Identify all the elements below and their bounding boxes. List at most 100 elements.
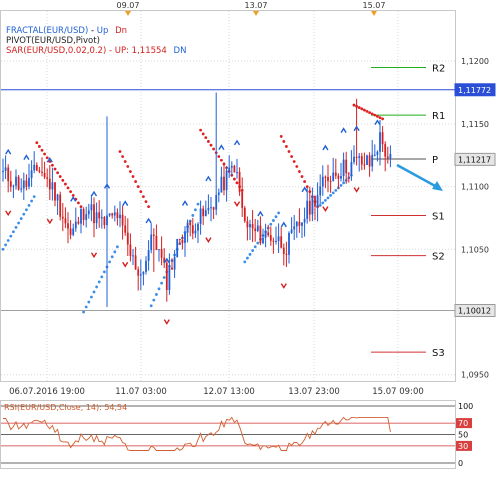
- candle-body: [340, 175, 342, 179]
- sar-dot-up: [95, 285, 98, 289]
- candle-body: [295, 221, 298, 227]
- candle-body: [251, 224, 254, 229]
- candle-body: [280, 236, 283, 248]
- sar-dot-down: [126, 165, 130, 168]
- sar-dot-down: [35, 141, 39, 145]
- candle-body: [288, 232, 290, 255]
- candle-body: [223, 176, 225, 191]
- candle-body: [12, 185, 15, 187]
- sar-dot-down: [295, 165, 299, 168]
- sar-dot-down: [373, 113, 377, 117]
- candle-body: [64, 218, 67, 224]
- candle-body: [155, 236, 158, 251]
- candle-body: [178, 238, 181, 240]
- candle-body: [363, 164, 366, 166]
- candle-body: [353, 156, 355, 163]
- fractal-up-icon: [218, 144, 225, 150]
- sar-dot-down: [290, 155, 293, 158]
- sar-dot-up: [17, 221, 20, 225]
- candle-body: [332, 172, 335, 182]
- sar-dot-down: [381, 117, 384, 121]
- candle-body: [347, 173, 350, 175]
- sar-dot-down: [235, 181, 239, 185]
- fractal-down-icon: [163, 319, 170, 325]
- fractal-up-icon: [145, 217, 152, 224]
- candle-body: [381, 132, 384, 145]
- candle-body: [100, 217, 103, 219]
- candle-body: [15, 176, 17, 186]
- fractal-down-icon: [322, 206, 329, 212]
- sar-dot-down: [118, 150, 122, 153]
- legend-sar-dn: DN: [173, 46, 187, 56]
- candle-body: [142, 271, 145, 275]
- candle-body: [254, 228, 257, 232]
- legend-fractal-sep: -: [88, 26, 97, 36]
- candle-body: [386, 156, 389, 159]
- sar-dot-up: [32, 195, 36, 199]
- candle-body: [334, 172, 337, 176]
- top-marker-icon: [125, 11, 131, 16]
- sar-dot-down: [61, 178, 65, 182]
- candle-body: [389, 153, 392, 159]
- sar-dot-up: [14, 225, 18, 229]
- candle-body: [147, 250, 150, 261]
- sar-dot-down: [136, 185, 140, 188]
- candle-body: [249, 224, 251, 228]
- sar-dot-up: [4, 243, 7, 247]
- candle-body: [95, 212, 98, 224]
- fractal-up-icon: [257, 210, 264, 217]
- legend-fractal-name: FRACTAL(EUR/USD): [6, 26, 89, 36]
- candle-body: [7, 167, 10, 182]
- sar-dot-down: [303, 180, 306, 183]
- candle-body: [199, 208, 202, 224]
- candle-body: [160, 249, 163, 258]
- sar-dot-up: [246, 256, 249, 260]
- sar-dot-up: [27, 204, 31, 207]
- candle-body: [321, 176, 324, 187]
- candle-body: [379, 132, 381, 152]
- candle-body: [337, 175, 340, 179]
- pivot-label-s1: S1: [432, 211, 445, 222]
- legend-pivot: PIVOT(EUR/USD,Pivot): [6, 36, 100, 46]
- fractal-up-icon: [301, 186, 308, 193]
- candle-body: [366, 155, 368, 165]
- fractal-up-icon: [5, 148, 12, 155]
- sar-dot-up: [269, 222, 273, 226]
- candle-body: [171, 267, 173, 270]
- sar-dot-down: [282, 140, 286, 143]
- candle-body: [259, 225, 262, 244]
- rsi-tick-label: 70: [458, 419, 468, 428]
- sar-dot-down: [378, 116, 382, 120]
- sar-dot-down: [66, 186, 70, 190]
- legend-sar: SAR(EUR/USD,0.02,0.2) - UP: 1,11554 DN: [6, 46, 186, 56]
- candle-body: [282, 247, 285, 254]
- fractal-up-icon: [374, 119, 381, 126]
- sar-dot-up: [342, 181, 345, 185]
- pivot-label-r1: R1: [432, 111, 445, 122]
- sar-dot-up: [160, 281, 164, 285]
- sar-dot-up: [324, 198, 327, 202]
- price-tag-box-pivot: [454, 152, 496, 166]
- candle-body: [22, 180, 25, 189]
- fractal-up-icon: [122, 200, 129, 206]
- fractal-up-icon: [181, 200, 189, 206]
- legend-fractal-up: Up: [96, 26, 109, 36]
- candle-body: [314, 195, 316, 207]
- sar-dot-down: [279, 135, 283, 138]
- fractal-up-icon: [23, 154, 30, 160]
- y-tick-label: 1,1050: [461, 245, 489, 254]
- sar-dot-up: [108, 260, 111, 264]
- sar-dot-up: [162, 276, 166, 279]
- fractal-down-icon: [46, 218, 53, 225]
- candle-body: [121, 214, 124, 226]
- candle-body: [204, 210, 207, 217]
- sar-dot-up: [22, 212, 26, 216]
- sar-dot-down: [53, 167, 57, 171]
- sar-dot-down: [147, 205, 151, 209]
- candle-body: [220, 176, 223, 193]
- candle-body: [275, 240, 277, 242]
- candle-body: [350, 162, 353, 174]
- candle-body: [189, 222, 192, 226]
- candle-body: [173, 257, 176, 270]
